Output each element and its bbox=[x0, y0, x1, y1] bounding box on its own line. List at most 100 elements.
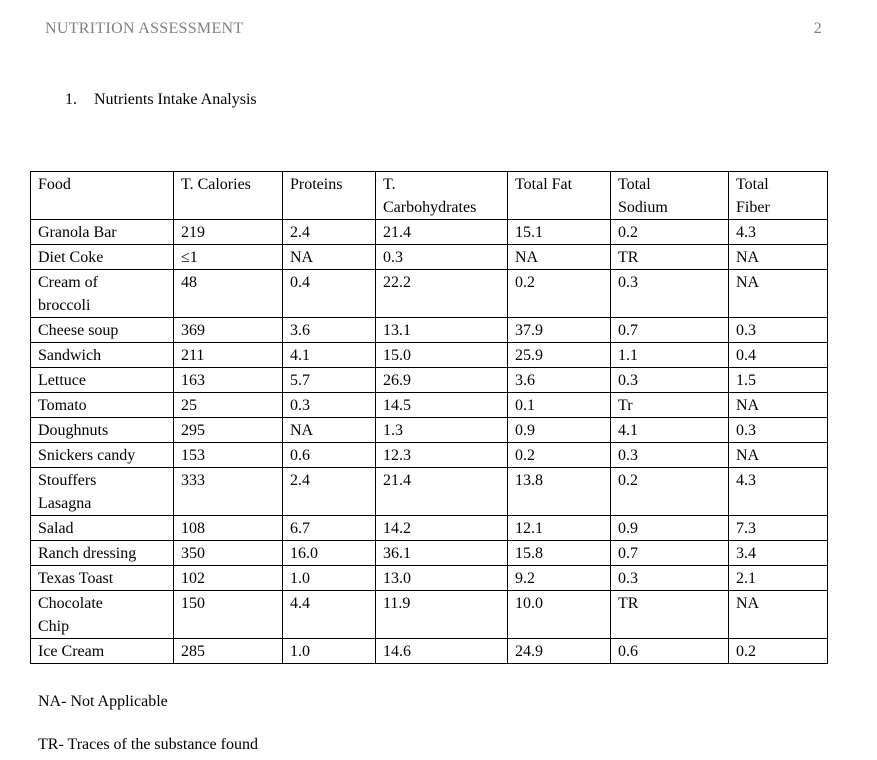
value-cell: NA bbox=[728, 392, 828, 418]
value-cell: 48 bbox=[173, 269, 283, 318]
food-name-cell: Lettuce bbox=[30, 367, 174, 393]
value-cell: 15.8 bbox=[507, 540, 611, 566]
value-cell: 5.7 bbox=[282, 367, 376, 393]
food-name-cell: Texas Toast bbox=[30, 565, 174, 591]
value-cell: 163 bbox=[173, 367, 283, 393]
value-cell: 16.0 bbox=[282, 540, 376, 566]
value-cell: 25 bbox=[173, 392, 283, 418]
food-name-cell: Sandwich bbox=[30, 342, 174, 368]
value-cell: 0.3 bbox=[610, 565, 729, 591]
value-cell: NA bbox=[728, 269, 828, 318]
value-cell: 1.0 bbox=[282, 565, 376, 591]
value-cell: NA bbox=[728, 590, 828, 639]
table-row: Tomato 25 0.3 14.5 0.1 Tr NA bbox=[30, 392, 828, 418]
table-row: Ice Cream 285 1.0 14.6 24.9 0.6 0.2 bbox=[30, 638, 828, 664]
table-row: Granola Bar 219 2.4 21.4 15.1 0.2 4.3 bbox=[30, 219, 828, 245]
value-cell: 219 bbox=[173, 219, 283, 245]
column-header: Total Sodium bbox=[610, 171, 729, 220]
value-cell: 24.9 bbox=[507, 638, 611, 664]
value-cell: 0.9 bbox=[507, 417, 611, 443]
value-cell: 350 bbox=[173, 540, 283, 566]
food-name-cell: Stouffers Lasagna bbox=[30, 467, 174, 516]
value-cell: 0.3 bbox=[610, 442, 729, 468]
value-cell: 15.0 bbox=[375, 342, 508, 368]
food-name-cell: Doughnuts bbox=[30, 417, 174, 443]
value-cell: 0.2 bbox=[610, 219, 729, 245]
value-cell: 1.0 bbox=[282, 638, 376, 664]
column-header: Total Fat bbox=[507, 171, 611, 220]
food-name-cell: Granola Bar bbox=[30, 219, 174, 245]
value-cell: 0.4 bbox=[728, 342, 828, 368]
table-row: Lettuce 163 5.7 26.9 3.6 0.3 1.5 bbox=[30, 367, 828, 393]
value-cell: NA bbox=[507, 244, 611, 270]
value-cell: 4.3 bbox=[728, 467, 828, 516]
value-cell: 14.5 bbox=[375, 392, 508, 418]
section-heading: 1. Nutrients Intake Analysis bbox=[65, 90, 257, 109]
value-cell: 0.3 bbox=[375, 244, 508, 270]
value-cell: 9.2 bbox=[507, 565, 611, 591]
value-cell: 108 bbox=[173, 515, 283, 541]
value-cell: 12.1 bbox=[507, 515, 611, 541]
value-cell: 0.2 bbox=[728, 638, 828, 664]
value-cell: 1.3 bbox=[375, 417, 508, 443]
value-cell: 0.4 bbox=[282, 269, 376, 318]
food-name-cell: Cheese soup bbox=[30, 317, 174, 343]
value-cell: 1.5 bbox=[728, 367, 828, 393]
value-cell: 4.1 bbox=[610, 417, 729, 443]
value-cell: 0.3 bbox=[282, 392, 376, 418]
value-cell: Tr bbox=[610, 392, 729, 418]
value-cell: 102 bbox=[173, 565, 283, 591]
table-row: Sandwich 211 4.1 15.0 25.9 1.1 0.4 bbox=[30, 342, 828, 368]
value-cell: 13.8 bbox=[507, 467, 611, 516]
value-cell: TR bbox=[610, 244, 729, 270]
value-cell: 25.9 bbox=[507, 342, 611, 368]
food-name-cell: Ice Cream bbox=[30, 638, 174, 664]
food-name-cell: Chocolate Chip bbox=[30, 590, 174, 639]
value-cell: 3.6 bbox=[282, 317, 376, 343]
value-cell: 36.1 bbox=[375, 540, 508, 566]
value-cell: 150 bbox=[173, 590, 283, 639]
nutrients-table: Food T. Calories Proteins T. Carbohydrates T… bbox=[30, 171, 828, 664]
column-header: T. Calories bbox=[173, 171, 283, 220]
value-cell: 10.0 bbox=[507, 590, 611, 639]
food-name-cell: Snickers candy bbox=[30, 442, 174, 468]
food-name-cell: Cream of broccoli bbox=[30, 269, 174, 318]
value-cell: 0.7 bbox=[610, 317, 729, 343]
running-head: NUTRITION ASSESSMENT 2 bbox=[45, 20, 822, 38]
value-cell: 2.1 bbox=[728, 565, 828, 591]
value-cell: 4.1 bbox=[282, 342, 376, 368]
value-cell: 0.2 bbox=[507, 442, 611, 468]
value-cell: 6.7 bbox=[282, 515, 376, 541]
value-cell: NA bbox=[282, 417, 376, 443]
table-row: Chocolate Chip 150 4.4 11.9 10.0 TR NA bbox=[30, 590, 828, 639]
value-cell: 295 bbox=[173, 417, 283, 443]
value-cell: 0.3 bbox=[728, 417, 828, 443]
value-cell: 3.4 bbox=[728, 540, 828, 566]
value-cell: 4.4 bbox=[282, 590, 376, 639]
value-cell: NA bbox=[282, 244, 376, 270]
column-header: Food bbox=[30, 171, 174, 220]
value-cell: TR bbox=[610, 590, 729, 639]
note-tr-definition: TR- Traces of the substance found bbox=[38, 736, 258, 753]
running-head-title: NUTRITION ASSESSMENT bbox=[45, 20, 244, 37]
page-number: 2 bbox=[813, 20, 822, 37]
value-cell: 211 bbox=[173, 342, 283, 368]
table-row: Texas Toast 102 1.0 13.0 9.2 0.3 2.1 bbox=[30, 565, 828, 591]
value-cell: NA bbox=[728, 442, 828, 468]
section-heading-number: 1. bbox=[65, 91, 77, 108]
table-row: Snickers candy 153 0.6 12.3 0.2 0.3 NA bbox=[30, 442, 828, 468]
value-cell: 11.9 bbox=[375, 590, 508, 639]
table-row: Cheese soup 369 3.6 13.1 37.9 0.7 0.3 bbox=[30, 317, 828, 343]
value-cell: 14.6 bbox=[375, 638, 508, 664]
value-cell: 26.9 bbox=[375, 367, 508, 393]
section-heading-text: Nutrients Intake Analysis bbox=[94, 91, 257, 108]
value-cell: 153 bbox=[173, 442, 283, 468]
value-cell: 14.2 bbox=[375, 515, 508, 541]
food-name-cell: Ranch dressing bbox=[30, 540, 174, 566]
table-row: Ranch dressing 350 16.0 36.1 15.8 0.7 3.4 bbox=[30, 540, 828, 566]
value-cell: 2.4 bbox=[282, 219, 376, 245]
value-cell: 0.7 bbox=[610, 540, 729, 566]
value-cell: 37.9 bbox=[507, 317, 611, 343]
value-cell: 369 bbox=[173, 317, 283, 343]
